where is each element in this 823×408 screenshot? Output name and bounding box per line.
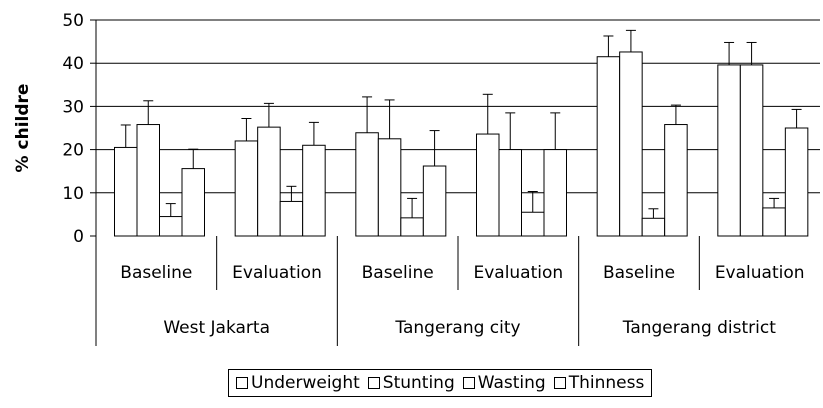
x-tick-label: Baseline xyxy=(120,263,192,283)
bar-thinness xyxy=(181,168,205,237)
bar-wasting xyxy=(400,217,424,237)
legend-label: Stunting xyxy=(382,373,455,393)
bar-wasting xyxy=(762,207,786,237)
y-tick-label: 20 xyxy=(62,141,84,161)
bar-stunting xyxy=(377,138,402,237)
y-tick-label: 10 xyxy=(62,184,84,204)
bar-stunting xyxy=(498,149,522,237)
bar-wasting xyxy=(279,200,304,237)
legend-swatch xyxy=(553,377,566,389)
y-tick-label: 30 xyxy=(62,97,84,117)
x-tick-label: Baseline xyxy=(603,263,675,283)
legend-item-underweight: Underweight xyxy=(236,373,360,393)
bar-stunting xyxy=(257,126,281,237)
x-tick-label: Baseline xyxy=(362,263,434,283)
grid-lines xyxy=(96,19,820,194)
bar-thinness xyxy=(302,144,326,237)
legend-swatch xyxy=(236,377,248,389)
bar-stunting xyxy=(619,51,643,237)
legend-label: Underweight xyxy=(251,373,360,393)
bar-stunting xyxy=(739,64,764,237)
bar-wasting xyxy=(641,217,666,237)
bar-wasting xyxy=(159,216,183,237)
legend-item-wasting: Wasting xyxy=(462,373,546,393)
legend: Underweight Stunting Wasting Thinness xyxy=(228,369,653,397)
y-tick-label: 50 xyxy=(62,11,84,31)
bar-thinness xyxy=(784,127,809,237)
x-tick-label: Evaluation xyxy=(232,263,322,283)
legend-label: Wasting xyxy=(477,373,546,393)
legend-label: Thinness xyxy=(568,373,645,393)
bar-thinness xyxy=(664,124,688,237)
bar-underweight xyxy=(717,64,741,237)
legend-swatch xyxy=(462,377,475,389)
x-tick-label: Evaluation xyxy=(715,263,805,283)
bar-wasting xyxy=(521,211,545,237)
bars xyxy=(114,51,809,237)
bar-underweight xyxy=(234,140,259,237)
bar-underweight xyxy=(355,132,379,237)
bar-stunting xyxy=(136,124,160,237)
bar-thinness xyxy=(422,165,447,237)
axes: 0 10 20 30 40 50 Baseline Evaluation Baseline Eva… xyxy=(62,11,805,346)
error-bars xyxy=(120,29,802,219)
x-tick-label: Evaluation xyxy=(473,263,563,283)
y-tick-label: 40 xyxy=(62,54,84,74)
bar-underweight xyxy=(114,146,138,237)
y-axis-title: % childre xyxy=(13,84,33,173)
legend-item-thinness: Thinness xyxy=(553,373,645,393)
legend-swatch xyxy=(367,377,380,389)
legend-item-stunting: Stunting xyxy=(367,373,455,393)
bar-underweight xyxy=(476,133,500,237)
y-tick-label: 0 xyxy=(73,227,84,247)
bar-thinness xyxy=(543,149,567,237)
bar-underweight xyxy=(596,56,621,237)
x-group-label: Tangerang city xyxy=(394,318,520,338)
x-group-label: West Jakarta xyxy=(163,318,270,338)
x-group-label: Tangerang district xyxy=(622,318,776,338)
